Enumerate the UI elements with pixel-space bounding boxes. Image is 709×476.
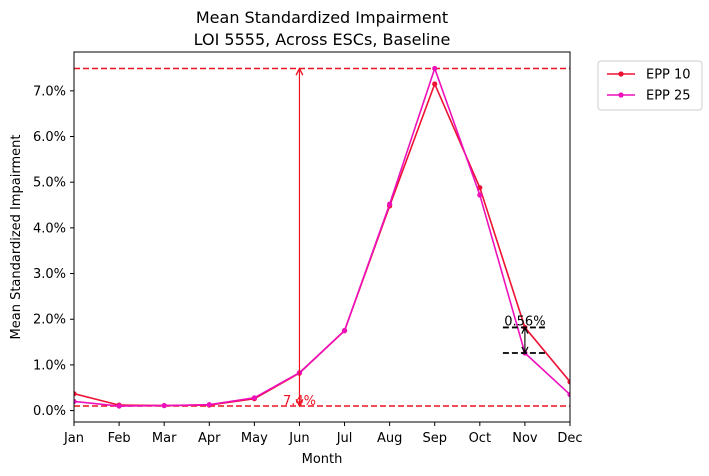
chart-subtitle: LOI 5555, Across ESCs, Baseline — [194, 30, 451, 49]
data-point — [567, 379, 570, 385]
y-tick-label: 7.0% — [33, 84, 66, 99]
data-point — [432, 65, 438, 72]
data-point — [341, 328, 348, 334]
legend-marker — [618, 71, 624, 77]
x-tick-label: Sep — [422, 431, 447, 446]
data-point — [74, 391, 77, 397]
data-point — [477, 192, 483, 198]
y-tick-label: 6.0% — [33, 130, 66, 145]
legend-label: EPP 10 — [646, 68, 691, 83]
x-tick-label: Feb — [108, 431, 131, 446]
data-point — [161, 402, 167, 409]
range-arrow-label: 7.4% — [283, 394, 316, 409]
data-layer — [74, 65, 570, 409]
data-point — [116, 403, 122, 409]
x-tick-label: Apr — [198, 431, 221, 446]
data-point — [387, 201, 393, 207]
y-tick-label: 1.0% — [33, 358, 66, 373]
legend: EPP 10 EPP 25 — [597, 60, 703, 111]
y-tick-label: 3.0% — [33, 267, 66, 282]
x-tick-label: Dec — [557, 431, 582, 446]
data-point — [567, 391, 570, 398]
x-tick-label: Jun — [288, 431, 309, 446]
y-tick-label: 5.0% — [33, 176, 66, 191]
y-tick-label: 2.0% — [33, 313, 66, 328]
plot-area: 7.4% 0.56% Jan Feb Mar Apr May Jun Jul Aug Sep Oct N… — [33, 51, 703, 446]
data-point — [251, 395, 257, 401]
series-line-1 — [74, 81, 570, 407]
x-tick-label: Oct — [469, 431, 491, 446]
chart-title: Mean Standardized Impairment — [196, 8, 448, 27]
legend-marker — [618, 92, 624, 98]
y-axis-label: Mean Standardized Impairment — [9, 135, 24, 340]
data-point — [74, 398, 77, 405]
x-tick-label: Jan — [63, 431, 84, 446]
axes-frame — [73, 51, 571, 423]
x-tick-label: Mar — [152, 431, 177, 446]
x-tick-label: May — [241, 431, 268, 446]
x-tick-label: Aug — [377, 431, 402, 446]
series-line-2 — [74, 65, 570, 407]
x-tick-label: Jul — [336, 431, 353, 446]
data-point — [206, 402, 212, 408]
y-tick-label: 4.0% — [33, 221, 66, 236]
diff-label: 0.56% — [504, 314, 545, 329]
legend-label: EPP 25 — [646, 89, 691, 104]
data-point — [432, 81, 438, 87]
x-axis-label: Month — [302, 452, 343, 467]
y-tick-label: 0.0% — [33, 404, 66, 419]
x-tick-label: Nov — [512, 431, 538, 446]
